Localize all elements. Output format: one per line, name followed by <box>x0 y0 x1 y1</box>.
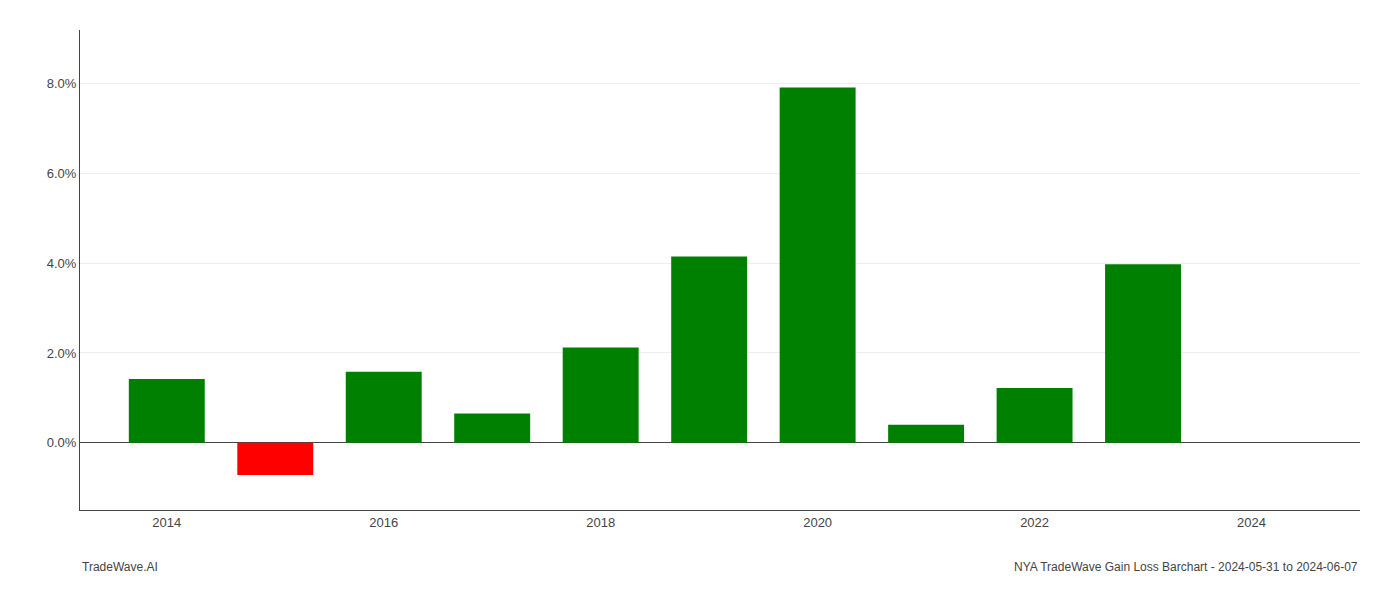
svg-text:2014: 2014 <box>152 515 181 530</box>
svg-text:2016: 2016 <box>369 515 398 530</box>
svg-text:8.0%: 8.0% <box>47 76 77 91</box>
svg-text:2020: 2020 <box>803 515 832 530</box>
svg-text:2022: 2022 <box>1020 515 1049 530</box>
svg-text:2024: 2024 <box>1237 515 1266 530</box>
svg-text:6.0%: 6.0% <box>47 166 77 181</box>
svg-text:TradeWave.AI: TradeWave.AI <box>82 560 158 574</box>
svg-text:2.0%: 2.0% <box>47 346 77 361</box>
svg-text:4.0%: 4.0% <box>47 256 77 271</box>
svg-text:2018: 2018 <box>586 515 615 530</box>
svg-text:0.0%: 0.0% <box>47 435 77 450</box>
svg-text:NYA TradeWave Gain Loss Barcha: NYA TradeWave Gain Loss Barchart - 2024-… <box>1014 560 1358 574</box>
